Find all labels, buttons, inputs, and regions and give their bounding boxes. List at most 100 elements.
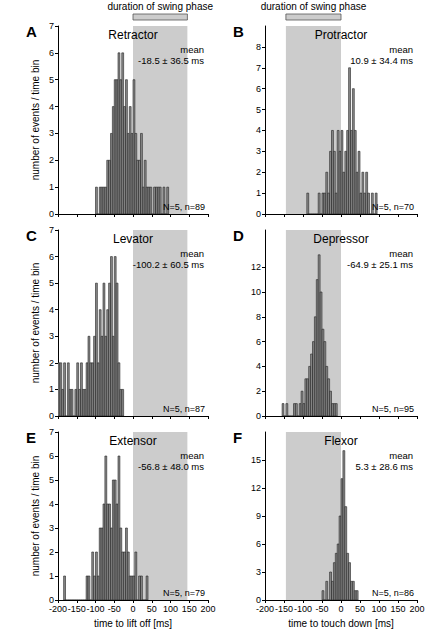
svg-text:8: 8 [256, 312, 261, 322]
svg-text:mean: mean [389, 44, 413, 55]
svg-text:mean: mean [180, 44, 204, 55]
svg-text:N=5, n=79: N=5, n=79 [163, 588, 205, 598]
svg-text:-200: -200 [256, 604, 274, 614]
svg-text:6: 6 [49, 252, 54, 262]
svg-text:A: A [26, 23, 37, 40]
svg-text:4: 4 [256, 125, 261, 135]
svg-text:N=5, n=87: N=5, n=87 [163, 404, 205, 414]
svg-text:5: 5 [49, 278, 54, 288]
svg-text:10.9 ± 34.4 ms: 10.9 ± 34.4 ms [350, 55, 413, 66]
svg-text:-100.2 ± 60.5 ms: -100.2 ± 60.5 ms [133, 259, 204, 270]
svg-text:50: 50 [147, 604, 157, 614]
svg-text:B: B [233, 23, 244, 40]
svg-text:1: 1 [49, 571, 54, 581]
svg-text:E: E [26, 429, 36, 446]
svg-text:time to touch down [ms]: time to touch down [ms] [288, 618, 394, 629]
svg-text:2: 2 [256, 167, 261, 177]
svg-text:7: 7 [256, 63, 261, 73]
svg-text:mean: mean [389, 450, 413, 461]
svg-text:2: 2 [49, 358, 54, 368]
svg-text:6: 6 [256, 337, 261, 347]
svg-text:number of events / time bin: number of events / time bin [30, 263, 41, 384]
svg-text:mean: mean [180, 248, 204, 259]
svg-text:0: 0 [256, 209, 261, 219]
svg-text:mean: mean [389, 248, 413, 259]
svg-text:15: 15 [251, 455, 261, 465]
svg-text:-200: -200 [49, 604, 67, 614]
svg-text:4: 4 [49, 499, 54, 509]
svg-text:3: 3 [49, 523, 54, 533]
svg-text:0: 0 [49, 411, 54, 421]
svg-text:9: 9 [256, 511, 261, 521]
svg-text:2: 2 [49, 547, 54, 557]
svg-text:1: 1 [49, 384, 54, 394]
svg-text:6: 6 [256, 84, 261, 94]
svg-text:Retractor: Retractor [108, 28, 157, 42]
svg-text:-56.8 ± 48.0 ms: -56.8 ± 48.0 ms [138, 461, 204, 472]
svg-text:-100: -100 [294, 604, 312, 614]
svg-text:N=5, n=86: N=5, n=86 [372, 588, 414, 598]
svg-text:0: 0 [130, 604, 135, 614]
svg-text:-50: -50 [108, 604, 121, 614]
svg-text:150: 150 [390, 604, 405, 614]
svg-text:4: 4 [256, 361, 261, 371]
svg-text:Depressor: Depressor [313, 232, 368, 246]
svg-text:5: 5 [256, 105, 261, 115]
svg-text:3: 3 [256, 146, 261, 156]
svg-text:0: 0 [49, 209, 54, 219]
svg-text:number of events / time bin: number of events / time bin [30, 456, 41, 577]
svg-text:200: 200 [200, 604, 215, 614]
svg-text:100: 100 [163, 604, 178, 614]
svg-text:7: 7 [49, 427, 54, 437]
svg-text:0: 0 [338, 604, 343, 614]
svg-text:N=5, n=70: N=5, n=70 [372, 202, 414, 212]
svg-text:-150: -150 [275, 604, 293, 614]
svg-text:0: 0 [49, 595, 54, 605]
svg-text:50: 50 [355, 604, 365, 614]
svg-text:100: 100 [371, 604, 386, 614]
svg-text:N=5, n=89: N=5, n=89 [163, 202, 205, 212]
svg-text:-50: -50 [315, 604, 328, 614]
svg-text:5: 5 [49, 75, 54, 85]
svg-text:12: 12 [251, 262, 261, 272]
svg-text:mean: mean [180, 450, 204, 461]
svg-text:5: 5 [49, 475, 54, 485]
svg-text:C: C [26, 227, 37, 244]
svg-text:number of events / time bin: number of events / time bin [30, 60, 41, 181]
svg-text:-64.9 ± 25.1 ms: -64.9 ± 25.1 ms [347, 259, 413, 270]
svg-text:10: 10 [251, 287, 261, 297]
svg-text:0: 0 [256, 411, 261, 421]
svg-text:duration of swing phase: duration of swing phase [261, 1, 367, 12]
svg-text:8: 8 [256, 42, 261, 52]
svg-text:200: 200 [409, 604, 424, 614]
svg-text:3: 3 [49, 331, 54, 341]
svg-text:Flexor: Flexor [324, 434, 357, 448]
svg-text:3: 3 [49, 128, 54, 138]
svg-text:6: 6 [256, 539, 261, 549]
svg-text:D: D [233, 227, 244, 244]
svg-text:-100: -100 [86, 604, 104, 614]
svg-text:time to lift off [ms]: time to lift off [ms] [94, 618, 172, 629]
svg-text:Extensor: Extensor [109, 434, 156, 448]
svg-text:5.3 ± 28.6 ms: 5.3 ± 28.6 ms [356, 461, 414, 472]
svg-text:12: 12 [251, 483, 261, 493]
svg-text:Levator: Levator [113, 232, 153, 246]
svg-text:150: 150 [182, 604, 197, 614]
svg-text:F: F [233, 429, 242, 446]
svg-text:Protractor: Protractor [315, 28, 368, 42]
svg-text:7: 7 [49, 225, 54, 235]
svg-text:6: 6 [49, 48, 54, 58]
svg-text:7: 7 [49, 21, 54, 31]
svg-text:1: 1 [49, 182, 54, 192]
svg-text:3: 3 [256, 567, 261, 577]
svg-text:1: 1 [256, 188, 261, 198]
svg-text:-150: -150 [68, 604, 86, 614]
svg-text:4: 4 [49, 102, 54, 112]
svg-text:4: 4 [49, 305, 54, 315]
svg-text:2: 2 [256, 386, 261, 396]
svg-text:-18.5 ± 36.5 ms: -18.5 ± 36.5 ms [138, 55, 204, 66]
svg-text:6: 6 [49, 451, 54, 461]
svg-text:N=5, n=95: N=5, n=95 [372, 404, 414, 414]
svg-text:duration of swing phase: duration of swing phase [107, 1, 213, 12]
svg-text:2: 2 [49, 155, 54, 165]
